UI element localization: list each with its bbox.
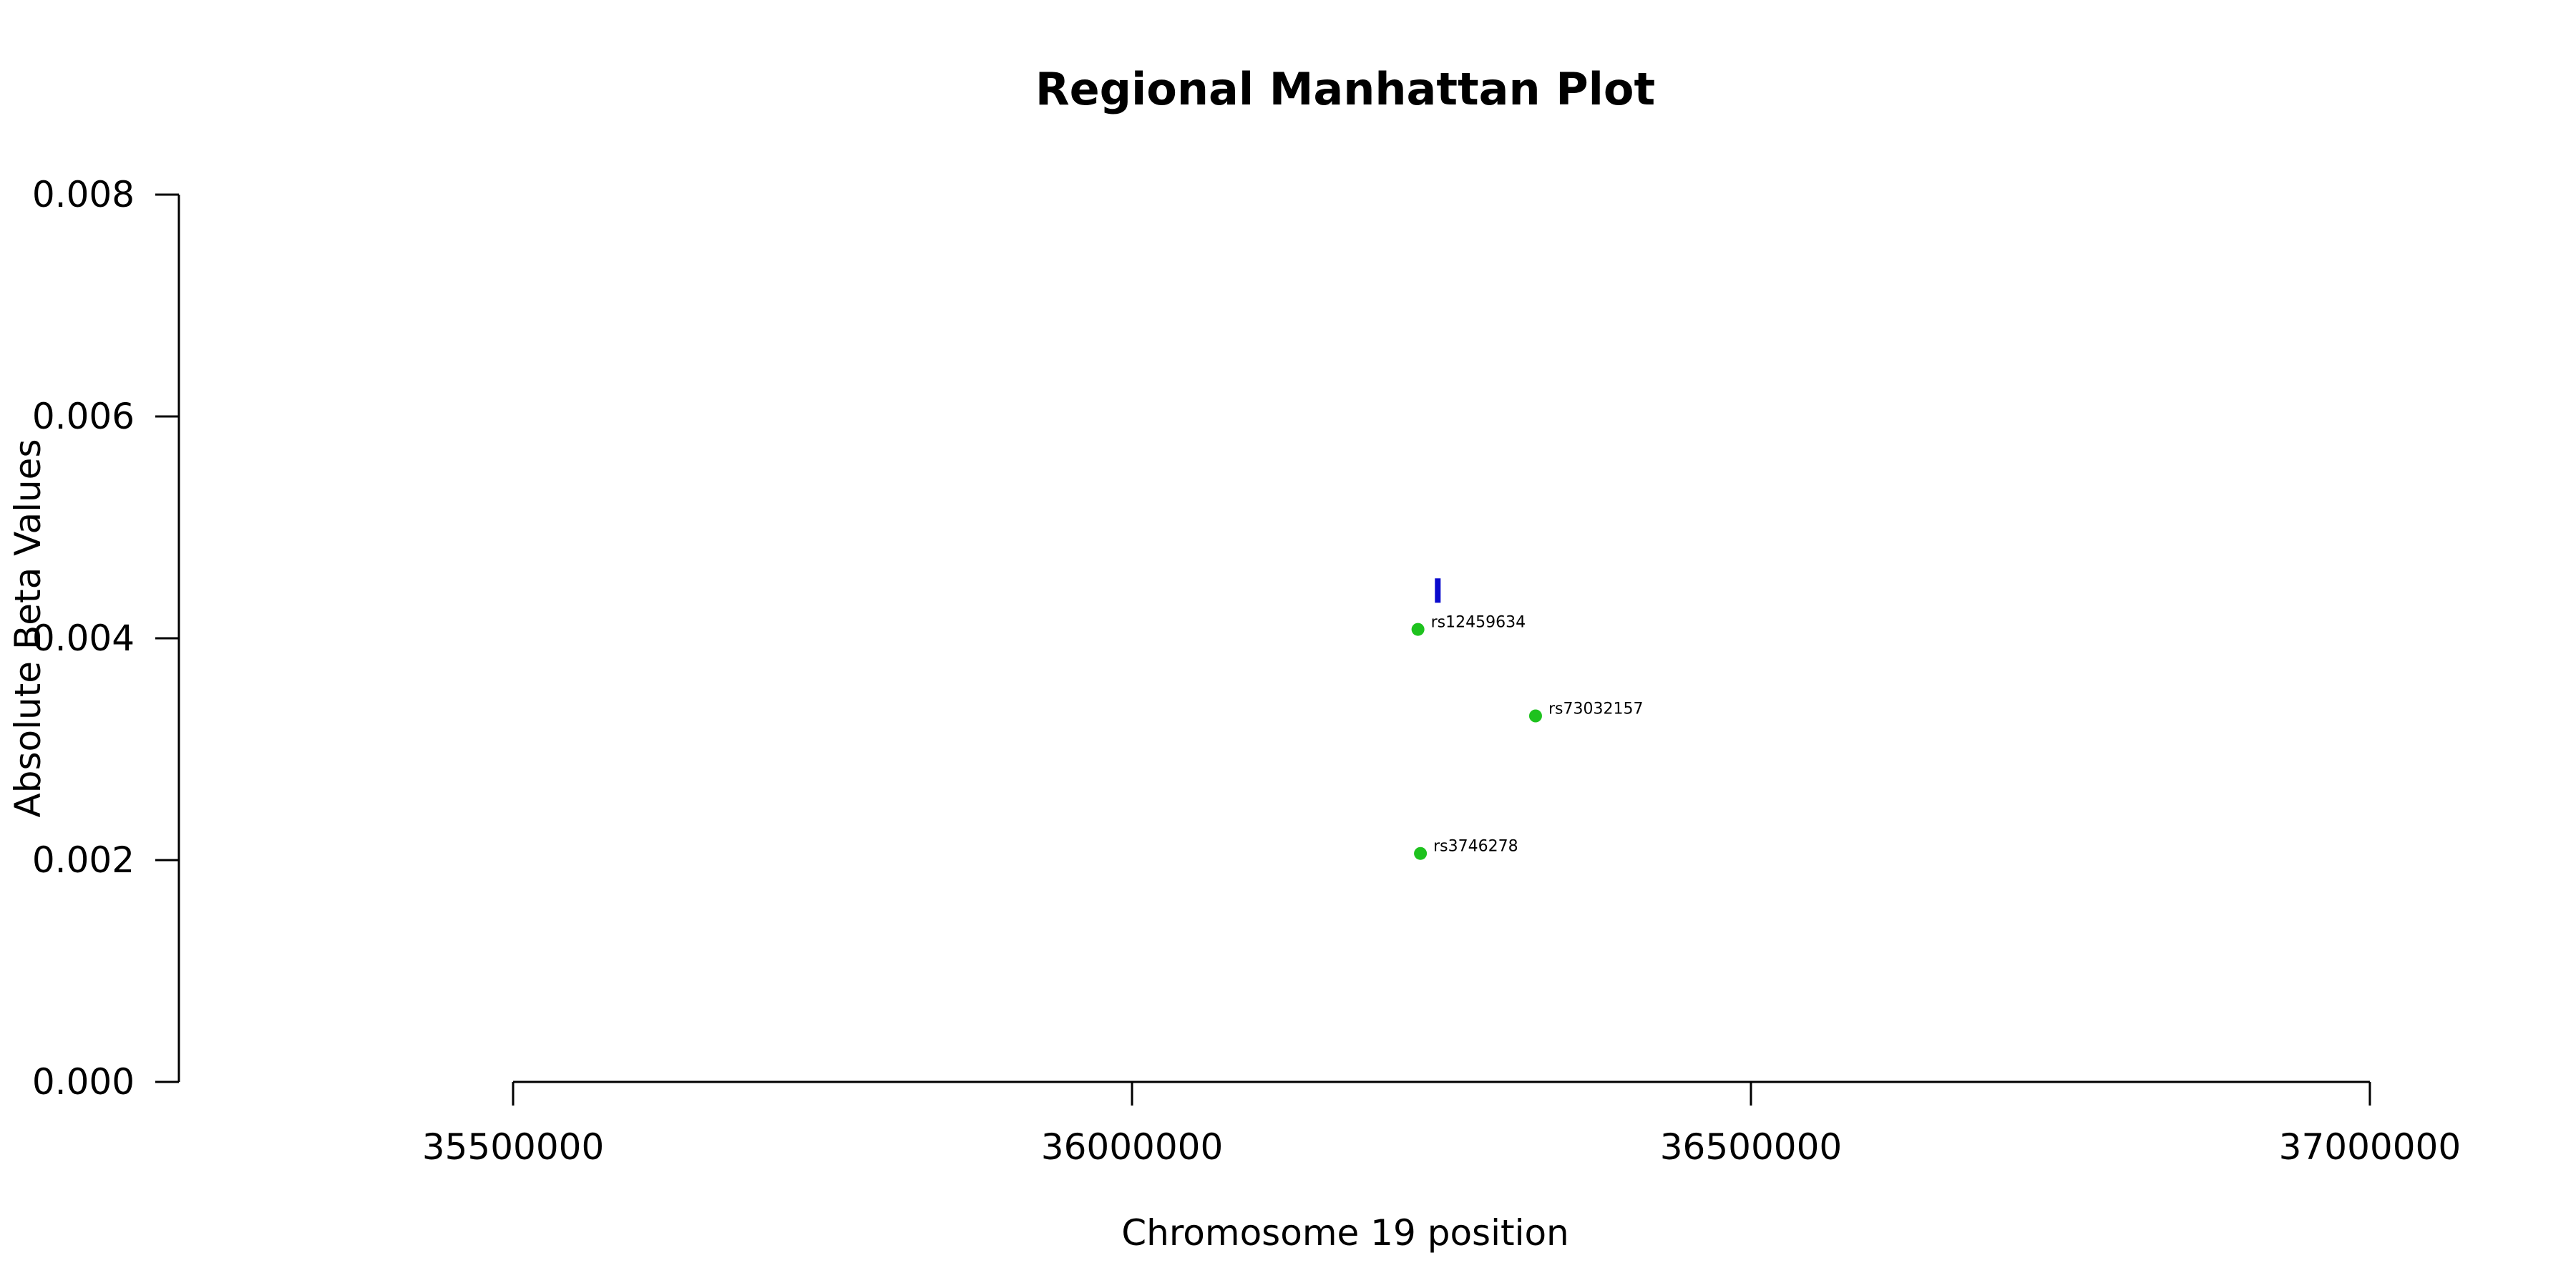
y-tick-label: 0.008 [32, 174, 135, 215]
snp-label: rs3746278 [1433, 838, 1518, 856]
chart-title: Regional Manhattan Plot [1035, 63, 1655, 115]
x-tick-label: 36000000 [1041, 1126, 1224, 1168]
y-tick-label: 0.000 [32, 1061, 135, 1103]
snp-point [1411, 623, 1425, 636]
data-marks: rs12459634 rs73032157 rs3746278 [1411, 578, 1643, 860]
y-axis-label: Absolute Beta Values [7, 439, 49, 818]
snp-point [1528, 709, 1542, 723]
x-tick-label: 36500000 [1660, 1126, 1843, 1168]
y-axis: 0.000 0.002 0.004 0.006 0.008 [32, 174, 180, 1103]
x-tick-label: 35500000 [422, 1126, 605, 1168]
x-tick-label: 37000000 [2279, 1126, 2462, 1168]
snp-label: rs12459634 [1431, 614, 1526, 632]
y-tick-label: 0.004 [32, 618, 135, 659]
y-tick-label: 0.002 [32, 839, 135, 881]
x-axis-label: Chromosome 19 position [1121, 1212, 1569, 1254]
x-axis: 35500000 36000000 36500000 37000000 [422, 1080, 2462, 1168]
snp-label: rs73032157 [1548, 701, 1643, 718]
snp-point [1414, 847, 1428, 860]
y-tick-label: 0.006 [32, 396, 135, 437]
